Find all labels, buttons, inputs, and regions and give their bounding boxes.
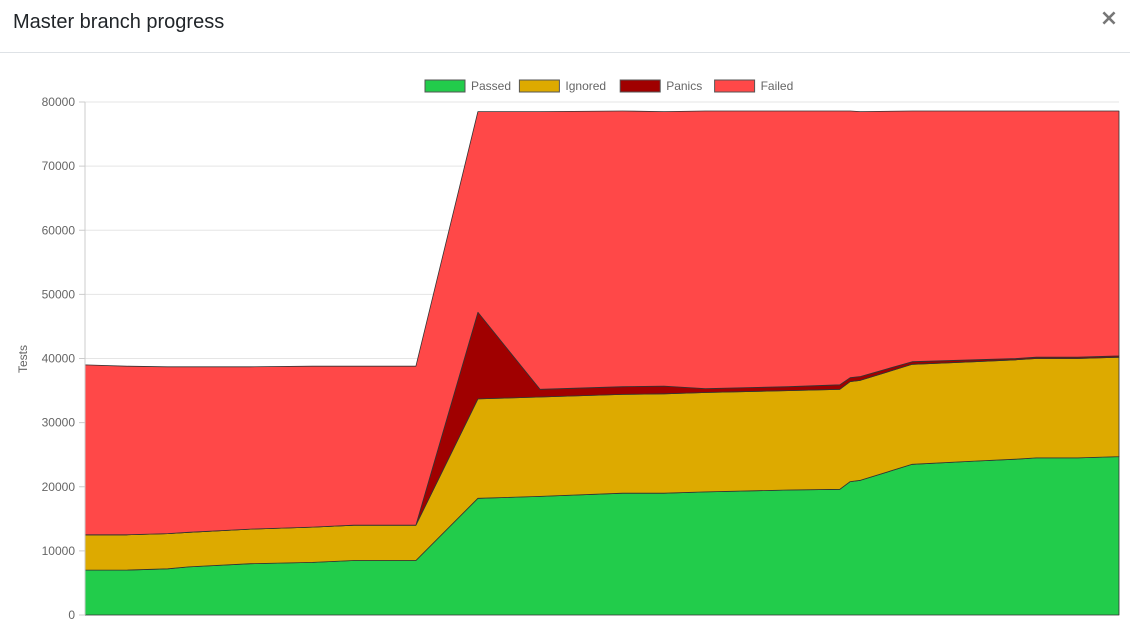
- modal-title: Master branch progress: [13, 11, 225, 33]
- legend-label-panics: Panics: [666, 79, 702, 93]
- chart-areas: [84, 110, 1120, 616]
- y-tick-label: 70000: [42, 159, 76, 173]
- legend-swatch-panics: [619, 79, 661, 93]
- y-tick-label: 60000: [42, 223, 76, 237]
- legend-swatch-failed: [714, 79, 756, 93]
- legend-label-ignored: Ignored: [565, 79, 606, 93]
- legend-label-failed: Failed: [761, 79, 794, 93]
- modal-header: Master branch progress ×: [0, 0, 1130, 53]
- stacked-area-chart: Passed Ignored Panics Failed 0 10000 20000 300…: [16, 79, 1120, 622]
- y-tick-label: 50000: [42, 287, 76, 301]
- y-tick-label: 0: [68, 608, 75, 622]
- close-button[interactable]: ×: [1099, 6, 1119, 31]
- chart-legend: Passed Ignored Panics Failed: [424, 79, 794, 93]
- y-tick-label: 20000: [42, 480, 76, 494]
- y-tick-label: 80000: [42, 95, 76, 109]
- legend-label-passed: Passed: [471, 79, 511, 93]
- y-axis: 0 10000 20000 30000 40000 50000 60000 70000 8000…: [42, 95, 86, 622]
- area-failed: [84, 110, 1120, 536]
- y-tick-label: 40000: [42, 352, 76, 366]
- y-tick-label: 10000: [42, 544, 76, 558]
- y-axis-title: Tests: [16, 345, 30, 373]
- y-tick-label: 30000: [42, 416, 76, 430]
- legend-swatch-ignored: [518, 79, 560, 93]
- legend-swatch-passed: [424, 79, 466, 93]
